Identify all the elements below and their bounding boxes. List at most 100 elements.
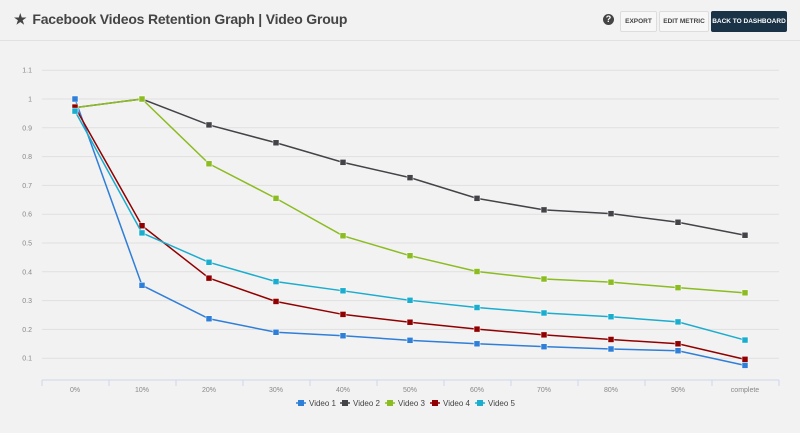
data-point [272, 298, 280, 305]
data-point [473, 340, 481, 348]
data-point [406, 174, 414, 181]
data-point [674, 347, 682, 354]
y-tick-label: 0.2 [22, 327, 32, 334]
x-tick-label: 40% [336, 387, 350, 394]
x-tick-label: 80% [604, 387, 618, 394]
series-line [74, 98, 746, 236]
legend-item[interactable]: Video 4 [430, 399, 471, 408]
x-tick-label: 90% [671, 387, 685, 394]
series-video-1 [71, 95, 749, 369]
legend-item[interactable]: Video 2 [340, 399, 381, 408]
page-header: ★ Facebook Videos Retention Graph | Video… [0, 0, 800, 41]
data-point [607, 210, 615, 217]
y-tick-label: 1.1 [22, 68, 32, 75]
data-point [339, 311, 347, 318]
data-point [138, 222, 146, 229]
data-point [540, 331, 548, 339]
data-point [607, 336, 615, 343]
data-point [205, 121, 213, 129]
data-point [205, 274, 213, 282]
legend-label: Video 3 [398, 399, 426, 408]
data-point [607, 313, 615, 320]
data-point [339, 287, 347, 295]
data-point [540, 309, 548, 317]
data-point [540, 275, 548, 283]
x-tick-label: 70% [537, 387, 551, 394]
legend-marker [477, 400, 483, 406]
x-tick-label: 60% [470, 387, 484, 394]
data-point [339, 332, 347, 339]
edit-metric-button[interactable]: EDIT METRIC [659, 11, 709, 32]
data-point [473, 304, 481, 311]
data-point [674, 219, 682, 226]
data-point [741, 356, 749, 363]
legend-label: Video 5 [488, 399, 516, 408]
series-video-4 [71, 103, 749, 363]
data-point [272, 329, 280, 336]
legend-item[interactable]: Video 3 [385, 399, 426, 408]
data-point [272, 139, 280, 147]
data-point [473, 325, 481, 333]
legend-marker [342, 400, 348, 406]
legend-item[interactable]: Video 5 [475, 399, 516, 408]
data-point [406, 252, 414, 259]
legend-label: Video 2 [353, 399, 381, 408]
data-point [138, 229, 146, 237]
y-tick-label: 0.9 [22, 125, 32, 132]
question-circle-icon[interactable]: ? [603, 14, 614, 25]
legend-marker [298, 400, 304, 406]
series-video-2 [71, 95, 749, 239]
star-icon[interactable]: ★ [14, 11, 27, 27]
export-button[interactable]: EXPORT [620, 11, 657, 32]
data-point [473, 268, 481, 275]
data-point [473, 195, 481, 202]
y-tick-label: 0.1 [22, 356, 32, 363]
data-point [741, 231, 749, 239]
data-point [674, 284, 682, 291]
data-point [339, 232, 347, 240]
y-tick-label: 0.3 [22, 298, 32, 305]
data-point [741, 289, 749, 297]
legend-item[interactable]: Video 1 [296, 399, 337, 408]
legend-label: Video 1 [309, 399, 337, 408]
data-point [540, 206, 548, 214]
data-point [339, 159, 347, 166]
back-to-dashboard-button[interactable]: BACK TO DASHBOARD [711, 11, 787, 32]
y-tick-label: 0.5 [22, 241, 32, 248]
x-tick-label: 30% [269, 387, 283, 394]
data-point [540, 343, 548, 350]
x-tick-label: complete [731, 387, 760, 394]
data-point [272, 195, 280, 202]
data-point [272, 278, 280, 285]
data-point [607, 345, 615, 353]
x-tick-label: 20% [202, 387, 216, 394]
data-point [607, 278, 615, 286]
data-point [138, 95, 146, 103]
data-point [205, 315, 213, 322]
data-point [406, 318, 414, 326]
series-video-3 [71, 95, 749, 297]
legend-marker [387, 400, 393, 406]
data-point [138, 282, 146, 289]
y-tick-label: 0.7 [22, 183, 32, 190]
series-line [74, 110, 746, 341]
data-point [71, 107, 79, 115]
data-point [205, 160, 213, 168]
data-point [741, 336, 749, 344]
x-tick-label: 10% [135, 387, 149, 394]
x-tick-label: 50% [403, 387, 417, 394]
data-point [674, 318, 682, 326]
data-point [406, 337, 414, 344]
y-tick-label: 0.6 [22, 212, 32, 219]
data-point [741, 362, 749, 369]
data-point [71, 95, 79, 103]
title-text: Facebook Videos Retention Graph | Video … [32, 11, 348, 27]
page-title: ★ Facebook Videos Retention Graph | Video… [14, 11, 347, 28]
data-point [205, 259, 213, 266]
series-video-5 [71, 107, 749, 344]
data-point [674, 340, 682, 348]
y-tick-label: 0.8 [22, 154, 32, 161]
y-tick-label: 0.4 [22, 269, 32, 276]
legend-label: Video 4 [443, 399, 471, 408]
